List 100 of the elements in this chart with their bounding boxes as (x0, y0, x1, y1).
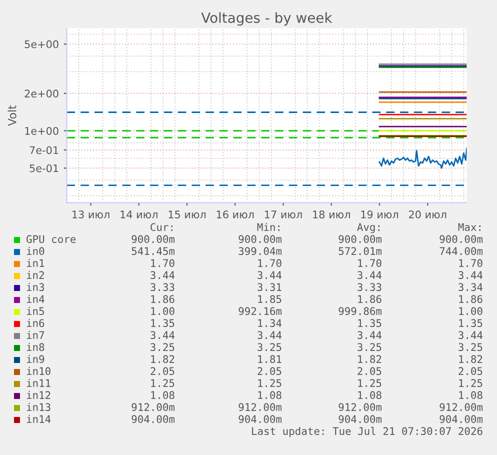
text: 1.08 (358, 391, 382, 400)
x-tick-label: 20 июл (408, 210, 446, 218)
text: Avg: (357, 223, 380, 234)
text: 3.44 (258, 331, 282, 340)
text: 2.05 (150, 367, 174, 376)
legend-label: in12 (26, 390, 50, 399)
text: 1.08 (151, 391, 174, 400)
text: 1.81 (258, 355, 282, 364)
text: 1.70 (358, 259, 382, 268)
text: 399.04m (238, 247, 282, 256)
text: 3.44 (150, 271, 175, 280)
text: 999.86m (338, 307, 382, 316)
text: 1.25 (358, 379, 382, 388)
text: 1.25 (258, 379, 282, 388)
text: 744.00m (440, 247, 483, 256)
legend-label: in13 (26, 402, 50, 412)
text: 1.86 (459, 295, 482, 304)
legend-label: in3 (26, 282, 44, 292)
text: 541.45m (132, 247, 175, 256)
x-tick-label: 13 июл (72, 210, 110, 218)
text: 3.31 (258, 283, 282, 292)
legend-label: in9 (26, 354, 44, 364)
text: 1.70 (151, 259, 174, 268)
text: 904.00m (338, 415, 382, 424)
y-tick-label: 1e+00 (25, 126, 58, 135)
text: 2.05 (258, 367, 282, 376)
text: 1.34 (258, 319, 282, 328)
text: 1.00 (459, 307, 482, 316)
text: 3.44 (358, 331, 382, 340)
y-tick-label: 5e-01 (30, 164, 58, 172)
text: 1.82 (151, 355, 174, 364)
text: 2.05 (458, 367, 482, 376)
text: Last update: Tue Jul 21 07:30:07 2026 (252, 426, 482, 438)
text: 3.25 (358, 343, 382, 352)
x-tick-label: 14 июл (120, 210, 158, 218)
text: 900.00m (338, 235, 382, 244)
text: 1.86 (358, 295, 382, 304)
text: 1.70 (258, 259, 282, 268)
text: 904.00m (238, 415, 282, 424)
legend-label: in2 (26, 270, 44, 279)
legend-label: in4 (26, 294, 44, 303)
text: 1.35 (151, 319, 174, 328)
text: 1.82 (459, 355, 482, 364)
legend-label: in10 (26, 366, 50, 376)
text: 1.25 (459, 379, 482, 388)
chart-title: Voltages - by week (201, 12, 332, 26)
text: 912.00m (238, 403, 282, 412)
x-tick-label: 18 июл (313, 210, 350, 218)
text: 1.00 (151, 307, 174, 316)
x-tick-label: 15 июл (168, 210, 206, 218)
text: Cur: (150, 223, 172, 232)
text: 3.44 (150, 331, 175, 340)
text: 3.44 (458, 271, 483, 280)
y-tick-label: 5e+00 (24, 40, 58, 48)
text: 3.34 (458, 283, 483, 292)
text: 572.01m (338, 247, 382, 256)
legend-label: in8 (26, 342, 44, 352)
legend-label: GPU core (26, 235, 76, 244)
text: 1.35 (459, 319, 482, 328)
text: 900.00m (132, 235, 175, 244)
text: 2.05 (358, 367, 382, 376)
text: 904.00m (132, 415, 175, 424)
text: 992.16m (238, 307, 282, 316)
x-tick-label: 17 июл (265, 210, 302, 218)
text: 3.33 (150, 283, 174, 292)
text: 900.00m (238, 235, 282, 244)
text: 1.25 (151, 379, 174, 388)
text: 912.00m (132, 403, 175, 412)
x-tick-label: 19 июл (361, 210, 398, 218)
text: 1.85 (258, 295, 282, 304)
legend-label: in5 (26, 306, 44, 316)
text: 3.25 (258, 343, 282, 352)
text: 1.86 (151, 295, 174, 304)
text: 3.25 (458, 343, 482, 352)
text: 3.44 (458, 331, 483, 340)
legend-label: in1 (26, 258, 44, 267)
text: 912.00m (440, 403, 483, 412)
text: Max: (458, 223, 480, 232)
text: 1.70 (459, 259, 482, 268)
text: 1.08 (258, 391, 282, 400)
text: 3.44 (258, 271, 282, 280)
legend-label: in11 (26, 378, 50, 387)
text: 1.35 (358, 319, 382, 328)
text: 900.00m (440, 235, 483, 244)
y-axis-title: Volt (8, 105, 16, 126)
text: Min: (257, 222, 280, 231)
text: 3.44 (358, 271, 382, 280)
legend-label: in0 (26, 246, 44, 256)
text: 1.08 (459, 391, 482, 400)
x-tick-label: 16 июл (216, 210, 254, 218)
text: 904.00m (440, 415, 483, 424)
text: 1.82 (358, 355, 382, 364)
text: 912.00m (338, 403, 382, 412)
legend-label: in7 (26, 330, 44, 339)
y-tick-label: 7e-01 (30, 146, 58, 154)
text: 3.25 (150, 343, 174, 352)
y-tick-label: 2e+00 (24, 90, 58, 98)
legend-label: in14 (26, 414, 51, 423)
text: 3.33 (358, 283, 382, 292)
legend-label: in6 (26, 318, 44, 328)
